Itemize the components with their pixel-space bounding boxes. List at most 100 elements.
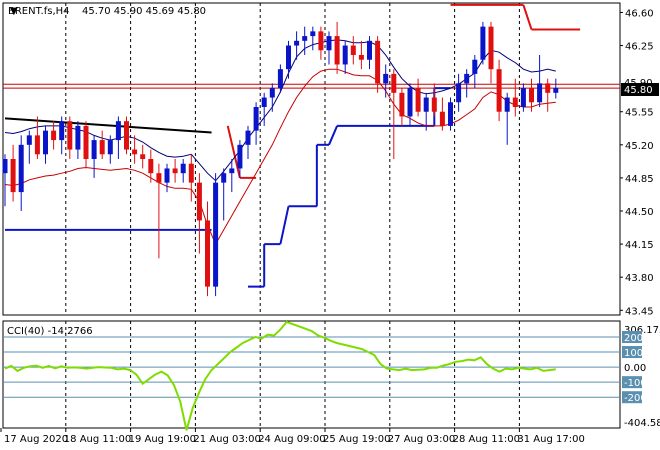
candle-body (504, 97, 510, 112)
candle-body (456, 83, 462, 103)
candle-body (213, 182, 219, 287)
candle-body (253, 107, 259, 131)
resistance-drop (226, 125, 241, 179)
candle-body (67, 121, 73, 150)
candle-body (464, 73, 470, 84)
candle-body (156, 173, 162, 183)
cci-level-label: 200 (624, 333, 643, 344)
support-line (5, 87, 451, 288)
candle-body (75, 125, 81, 150)
candle-body (245, 130, 251, 145)
time-tick-label: 24 Aug 09:00 (258, 434, 325, 445)
candle-body (391, 73, 397, 93)
price-tick-label: 46.60 (625, 8, 654, 19)
candle-body (512, 97, 518, 107)
cci-level-label: 100 (624, 348, 643, 359)
candle-body (529, 88, 534, 103)
candles (2, 21, 559, 297)
candle-body (415, 88, 421, 112)
candle-body (83, 125, 89, 159)
candle-body (164, 168, 170, 183)
candle-body (148, 159, 154, 174)
price-tick-label: 43.80 (625, 273, 654, 284)
candle-body (10, 159, 16, 193)
candle-body (269, 88, 275, 98)
time-tick-label: 27 Aug 03:00 (388, 434, 455, 445)
candle-body (334, 36, 340, 65)
dropdown-triangle-icon[interactable]: ▼ (10, 6, 18, 17)
candle-body (188, 163, 194, 183)
candle-body (358, 55, 364, 60)
cci-level-marker (622, 330, 642, 343)
candle-body (26, 135, 32, 145)
candle-body (399, 92, 405, 117)
candle-body (407, 88, 413, 117)
price-tick-label: 43.45 (625, 306, 654, 317)
cci-panel-frame (2, 320, 621, 429)
time-tick-label: 21 Aug 03:00 (193, 434, 260, 445)
current-price-marker (621, 83, 659, 96)
candle-body (205, 220, 210, 287)
candle-body (286, 45, 291, 70)
cci-level-marker (622, 391, 642, 404)
candle-body (439, 111, 445, 126)
candle-body (2, 159, 8, 174)
candle-body (18, 144, 24, 193)
candle-body (488, 26, 494, 70)
current-price-label: 45.80 (624, 85, 653, 96)
candle-body (496, 69, 502, 112)
candle-body (277, 69, 283, 89)
time-tick-label: 28 Aug 11:00 (453, 434, 520, 445)
candle-body (431, 97, 437, 112)
time-tick-label: 18 Aug 11:00 (64, 434, 131, 445)
candle-body (91, 140, 97, 159)
cci-line (4, 320, 556, 431)
cci-level-label: 0.00 (624, 363, 646, 374)
candle-body (553, 88, 559, 93)
candle-body (124, 121, 129, 150)
cci-level-label: -200 (624, 393, 647, 404)
candle-body (472, 59, 478, 74)
candle-body (140, 154, 146, 159)
price-tick-label: 46.25 (625, 42, 654, 53)
candle-body (545, 83, 551, 93)
candle-body (115, 121, 121, 141)
candle-body (367, 40, 372, 60)
candle-body (480, 26, 486, 60)
price-tick-label: 44.50 (625, 207, 654, 218)
symbol-label: BRENT.fs,H4 (8, 6, 70, 17)
time-tick-label: 25 Aug 19:00 (323, 434, 390, 445)
candle-body (383, 73, 389, 84)
price-tick-label: 44.15 (625, 240, 654, 251)
candle-body (221, 173, 227, 183)
candle-body (423, 97, 429, 112)
candle-body (375, 40, 381, 84)
candle-body (229, 168, 235, 174)
cci-max-label: 306.1735 (624, 325, 660, 336)
support-connector (328, 125, 339, 146)
price-axis: 46.60 46.25 45.55 45.20 44.85 44.50 44.15 43.80… (620, 8, 654, 317)
candle-body (172, 168, 178, 174)
time-tick-label: 19 Aug 19:00 (129, 434, 196, 445)
candle-body (448, 102, 453, 126)
candle-body (107, 140, 113, 155)
candle-body (180, 163, 186, 174)
price-tick-label: 45.55 (625, 108, 654, 119)
candle-body (51, 130, 57, 141)
candle-body (537, 83, 543, 103)
candle-body (520, 88, 526, 107)
price-horizontal-lines (3, 83, 620, 89)
candle-body (318, 31, 324, 51)
candle-body (261, 97, 267, 107)
candle-body (342, 45, 348, 65)
trend-line (4, 117, 212, 134)
candle-body (43, 130, 48, 155)
cci-min-label: -404.586 (624, 418, 660, 429)
cci-axis: 200 100 0.00 -100 -200 (622, 330, 647, 404)
candle-body (196, 182, 202, 221)
candle-body (294, 40, 300, 46)
candle-body (237, 144, 243, 169)
time-tick-label: 31 Aug 17:00 (517, 434, 584, 445)
